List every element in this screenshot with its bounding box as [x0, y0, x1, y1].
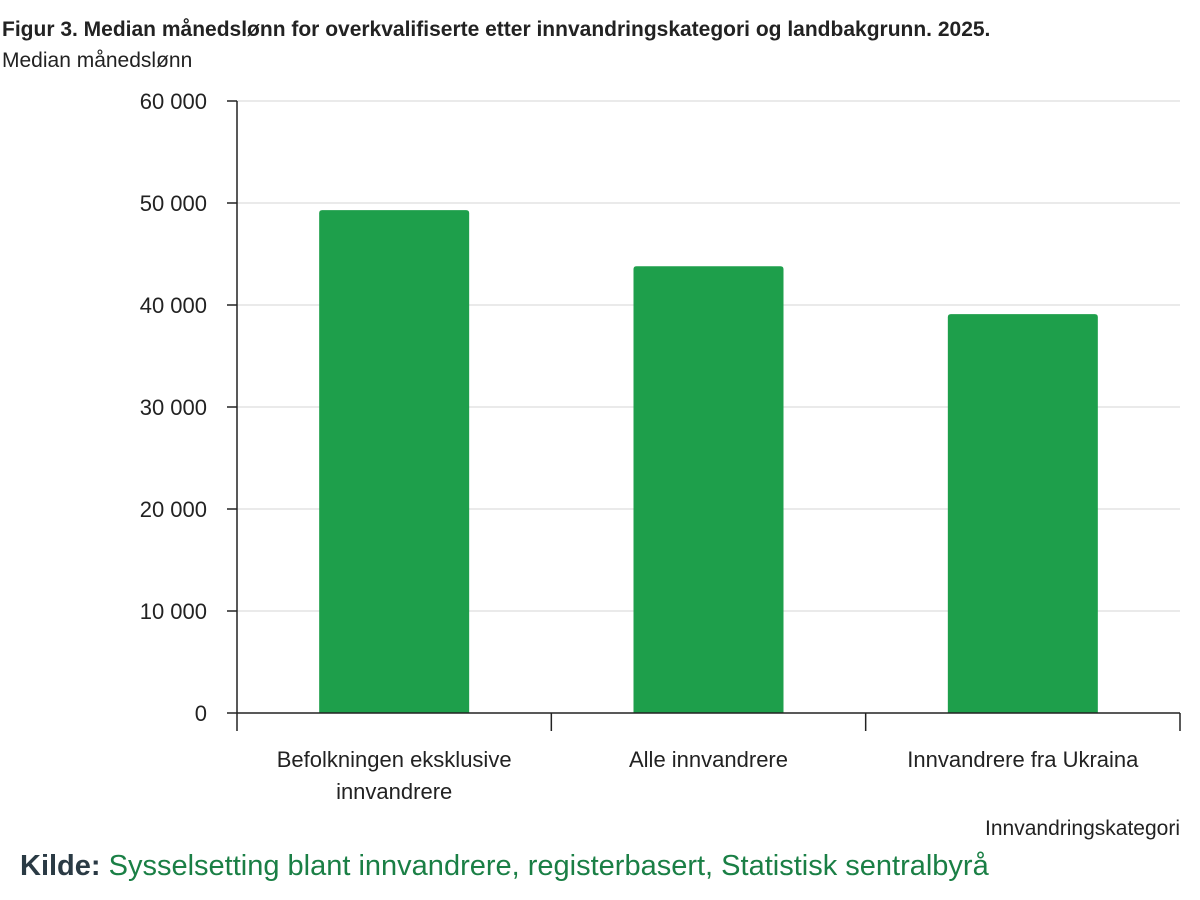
x-tick-label: Innvandrere fra Ukraina: [907, 747, 1139, 772]
x-tick-label: innvandrere: [336, 779, 452, 804]
bar: [319, 210, 470, 713]
tick-labels: 0 10 000 20 000 30 000 40 000 50 000 60 000 Bef…: [140, 89, 1139, 804]
x-tick-label: Alle innvandrere: [629, 747, 788, 772]
source-note: Kilde: Sysselsetting blant innvandrere, …: [20, 850, 989, 883]
bar: [633, 266, 784, 713]
chart-title: Figur 3. Median månedslønn for overkvali…: [2, 18, 991, 41]
y-tick-label: 30 000: [140, 395, 207, 420]
y-tick-label: 10 000: [140, 599, 207, 624]
y-tick-label: 0: [195, 701, 207, 726]
axes: [227, 100, 1181, 731]
source-label: Kilde:: [20, 850, 101, 882]
y-axis-title: Median månedslønn: [2, 49, 193, 72]
y-tick-label: 40 000: [140, 293, 207, 318]
y-tick-label: 20 000: [140, 497, 207, 522]
bars: [319, 210, 1098, 713]
bar: [947, 314, 1098, 713]
x-axis-title: Innvandringskategori: [985, 817, 1180, 840]
y-tick-label: 50 000: [140, 191, 207, 216]
y-tick-label: 60 000: [140, 89, 207, 114]
x-tick-label: Befolkningen eksklusive: [277, 747, 512, 772]
source-link[interactable]: Sysselsetting blant innvandrere, registe…: [108, 850, 989, 882]
